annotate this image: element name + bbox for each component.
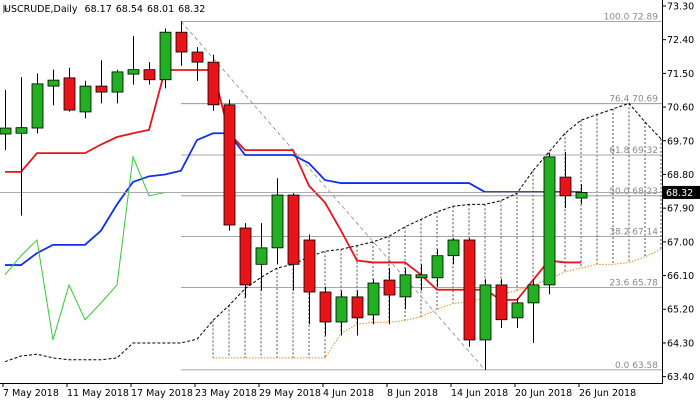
symbol: USCRUDE,Daily (4, 4, 78, 15)
candle-body (447, 239, 460, 257)
candle-body (255, 247, 268, 265)
price-box-label: 68.32 (666, 188, 693, 199)
candle-body (127, 69, 140, 75)
x-tick-label: 14 Jun 2018 (451, 388, 508, 399)
candle-body (191, 51, 204, 63)
y-tick-label: 69.70 (667, 136, 694, 147)
x-tick-label: 26 Jun 2018 (579, 388, 636, 399)
candle-body (287, 194, 300, 265)
indicator-line (4, 102, 662, 363)
x-tick-label: 4 Jun 2018 (323, 388, 374, 399)
price-box (663, 185, 700, 199)
candle-body (143, 69, 156, 81)
y-tick-label: 72.40 (667, 35, 694, 46)
fibo-label: 61.8 69.32 (609, 146, 658, 156)
candle-body (415, 274, 428, 279)
x-tick-label: 23 May 2018 (195, 388, 257, 399)
y-tick-label: 68.80 (667, 170, 694, 181)
x-tick-label: 8 Jun 2018 (387, 388, 438, 399)
x-tick-label: 11 May 2018 (67, 388, 129, 399)
y-tick-label: 64.30 (667, 338, 694, 349)
x-tick-label: 29 May 2018 (259, 388, 321, 399)
candle-body (207, 61, 220, 106)
candle-body (335, 296, 348, 323)
x-tick-label: 20 Jun 2018 (515, 388, 572, 399)
fibo-label: 100.0 72.89 (604, 12, 659, 22)
fibo-label: 23.6 65.78 (609, 279, 658, 289)
overlay-ui: USCRUDE,Daily 68.17 68.54 68.01 68.32 (3, 4, 205, 15)
candle-body (15, 127, 28, 134)
header-icon (3, 4, 8, 14)
candle-body (319, 291, 332, 323)
header: USCRUDE,Daily 68.17 68.54 68.01 68.32 (4, 4, 205, 15)
y-tick-label: 67.90 (667, 204, 694, 215)
candle-body (479, 284, 492, 341)
y-tick-label: 73.30 (667, 1, 694, 12)
ohlc-value: 68.17 (85, 4, 112, 15)
candle-body (0, 127, 12, 135)
x-tick-label: 17 May 2018 (131, 388, 193, 399)
y-tick-label: 66.10 (667, 271, 694, 282)
fibo-trend (180, 21, 486, 371)
candle-body (223, 104, 236, 226)
candle-body (47, 79, 60, 87)
candle-body (463, 239, 476, 341)
candle-body (79, 85, 92, 113)
candle-body (239, 227, 252, 286)
fibo-label: 38.2 67.14 (609, 228, 658, 238)
candle-body (95, 85, 108, 93)
indicator-line (4, 154, 166, 341)
candle-body (271, 194, 284, 249)
candle-body (559, 176, 572, 197)
y-tick-label: 67.00 (667, 237, 694, 248)
plot: 100.0 72.89 76.4 70.69 61.8 69.32 50.0 68.2… (0, 5, 666, 387)
candle-body (431, 255, 444, 279)
y-tick-label: 71.50 (667, 69, 694, 80)
candle-body (527, 284, 540, 304)
y-tick-label: 65.20 (667, 305, 694, 316)
candle-body (303, 239, 316, 293)
candle-body (495, 284, 508, 321)
candle-body (399, 274, 412, 298)
y-tick-label: 63.40 (667, 372, 694, 383)
candle-body (63, 77, 76, 111)
ohlc-value: 68.54 (116, 4, 143, 15)
ohlc-value: 68.32 (178, 4, 205, 15)
ohlc-value: 68.01 (147, 4, 174, 15)
candle-body (175, 31, 188, 53)
candle-body (367, 282, 380, 316)
y-tick-label: 70.60 (667, 103, 694, 114)
candle-body (159, 31, 172, 81)
candle-body (111, 71, 124, 93)
fibo-label: 0.0 63.58 (615, 361, 658, 371)
candle-body (31, 83, 44, 129)
candle-body (543, 156, 556, 286)
x-tick-label: 7 May 2018 (3, 388, 59, 399)
fibo-label: 76.4 70.69 (609, 95, 658, 105)
candle-body (511, 302, 524, 319)
candle-body (383, 279, 396, 296)
candle-body (575, 192, 588, 199)
fibo-label: 50.0 68.23 (609, 187, 658, 197)
candle-body (351, 296, 364, 319)
